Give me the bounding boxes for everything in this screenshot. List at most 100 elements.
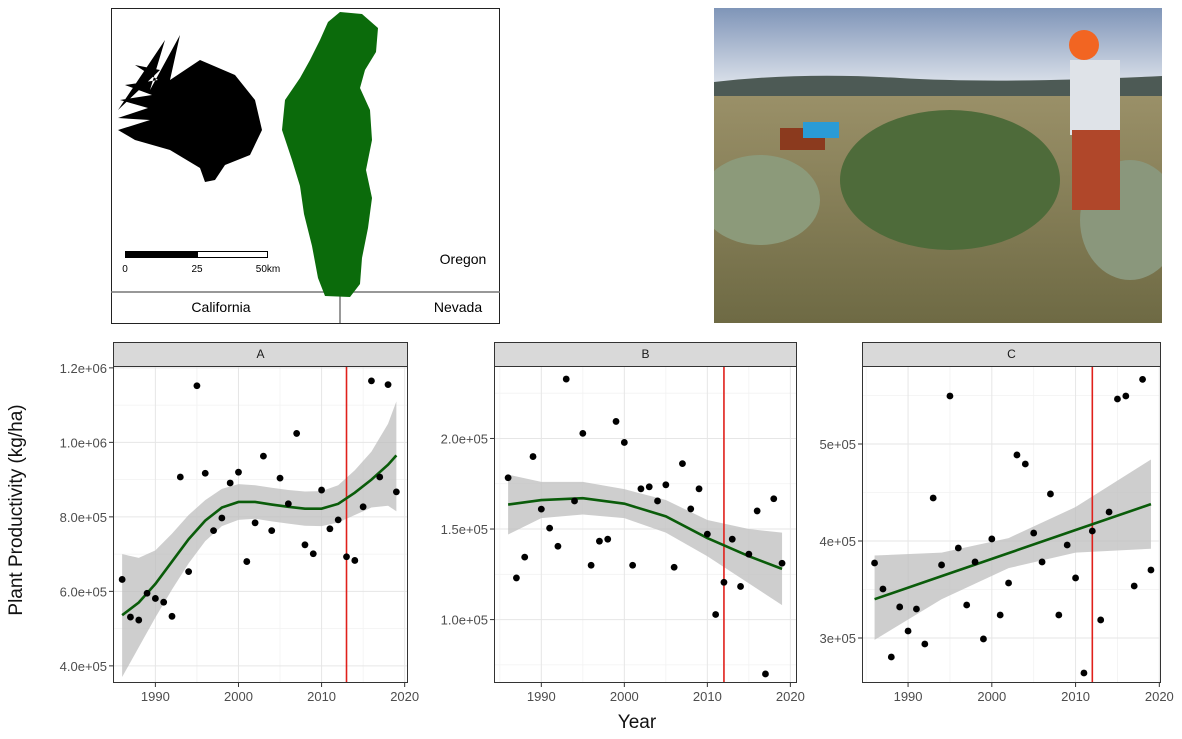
scale-bar	[198, 252, 268, 258]
panel-background	[113, 366, 408, 683]
data-point	[1148, 567, 1155, 574]
y-tick-label: 1.2e+06	[60, 361, 107, 376]
data-point	[770, 495, 777, 502]
map: Oregon California Nevada 0 25 50km	[111, 9, 500, 324]
data-point	[1089, 528, 1096, 535]
y-tick-label: 4.0e+05	[60, 659, 107, 674]
data-point	[343, 553, 350, 560]
data-point	[285, 500, 292, 507]
data-point	[779, 560, 786, 567]
y-tick-label: 1.0e+05	[441, 613, 488, 628]
data-point	[243, 558, 250, 565]
data-point	[310, 550, 317, 557]
data-point	[888, 654, 895, 661]
data-point	[302, 541, 309, 548]
data-point	[1055, 612, 1062, 619]
x-tick-label: 2000	[610, 689, 639, 704]
facet-title: C	[1007, 347, 1016, 361]
data-point	[169, 613, 176, 620]
data-point	[563, 376, 570, 383]
y-tick-label: 5e+05	[819, 437, 856, 452]
data-point	[393, 489, 400, 496]
data-point	[185, 568, 192, 575]
juniper	[840, 110, 1060, 250]
data-point	[871, 560, 878, 567]
data-point	[546, 525, 553, 532]
data-point	[762, 671, 769, 678]
data-point	[227, 480, 234, 487]
data-point	[638, 485, 645, 492]
worker	[1070, 60, 1120, 135]
x-tick-label: 2020	[776, 689, 805, 704]
data-point	[555, 543, 562, 550]
data-point	[745, 551, 752, 558]
data-point	[679, 460, 686, 467]
data-point	[972, 559, 979, 566]
cooler	[803, 122, 839, 138]
data-point	[368, 378, 375, 385]
data-point	[997, 612, 1004, 619]
data-point	[1030, 530, 1037, 537]
data-point	[604, 536, 611, 543]
data-point	[513, 575, 520, 582]
data-point	[385, 381, 392, 388]
data-point	[596, 538, 603, 545]
x-tick-label: 1990	[527, 689, 556, 704]
data-point	[980, 636, 987, 643]
data-point	[1014, 452, 1021, 459]
data-point	[613, 418, 620, 425]
data-point	[988, 536, 995, 543]
data-point	[905, 628, 912, 635]
sagebrush	[700, 155, 820, 245]
data-point	[268, 527, 275, 534]
data-point	[921, 641, 928, 648]
data-point	[880, 586, 887, 593]
data-point	[1072, 575, 1079, 582]
data-point	[654, 498, 661, 505]
data-point	[1106, 509, 1113, 516]
data-point	[326, 525, 333, 532]
data-point	[1047, 491, 1054, 498]
data-point	[913, 606, 920, 613]
state-label: Nevada	[434, 299, 482, 315]
data-point	[218, 515, 225, 522]
y-tick-label: 2.0e+05	[441, 431, 488, 446]
data-point	[737, 583, 744, 590]
data-point	[318, 487, 325, 494]
x-tick-label: 2000	[977, 689, 1006, 704]
data-point	[1131, 583, 1138, 590]
y-tick-label: 3e+05	[819, 631, 856, 646]
data-point	[505, 474, 512, 481]
data-point	[621, 439, 628, 446]
data-point	[579, 430, 586, 437]
y-tick-label: 8.0e+05	[60, 510, 107, 525]
y-tick-label: 1.5e+05	[441, 522, 488, 537]
data-point	[1005, 580, 1012, 587]
data-point	[712, 611, 719, 618]
x-tick-label: 2020	[1145, 689, 1174, 704]
data-point	[896, 604, 903, 611]
x-tick-label: 2010	[693, 689, 722, 704]
data-point	[202, 470, 209, 477]
state-label: California	[191, 299, 250, 315]
data-point	[160, 599, 167, 606]
data-point	[194, 382, 201, 389]
data-point	[1039, 559, 1046, 566]
state-label: Oregon	[440, 251, 487, 267]
x-tick-label: 2010	[1061, 689, 1090, 704]
data-point	[119, 576, 126, 583]
scale-label: 25	[191, 264, 203, 275]
data-point	[135, 617, 142, 624]
facet-title: B	[641, 347, 649, 361]
x-axis-title: Year	[618, 712, 657, 733]
x-tick-label: 2020	[390, 689, 419, 704]
data-point	[252, 519, 259, 526]
data-point	[721, 579, 728, 586]
scale-label: 0	[122, 264, 128, 275]
data-point	[351, 557, 358, 564]
data-point	[335, 516, 342, 523]
data-point	[729, 536, 736, 543]
figure: Oregon California Nevada 0 25 50km Plant…	[0, 0, 1182, 734]
